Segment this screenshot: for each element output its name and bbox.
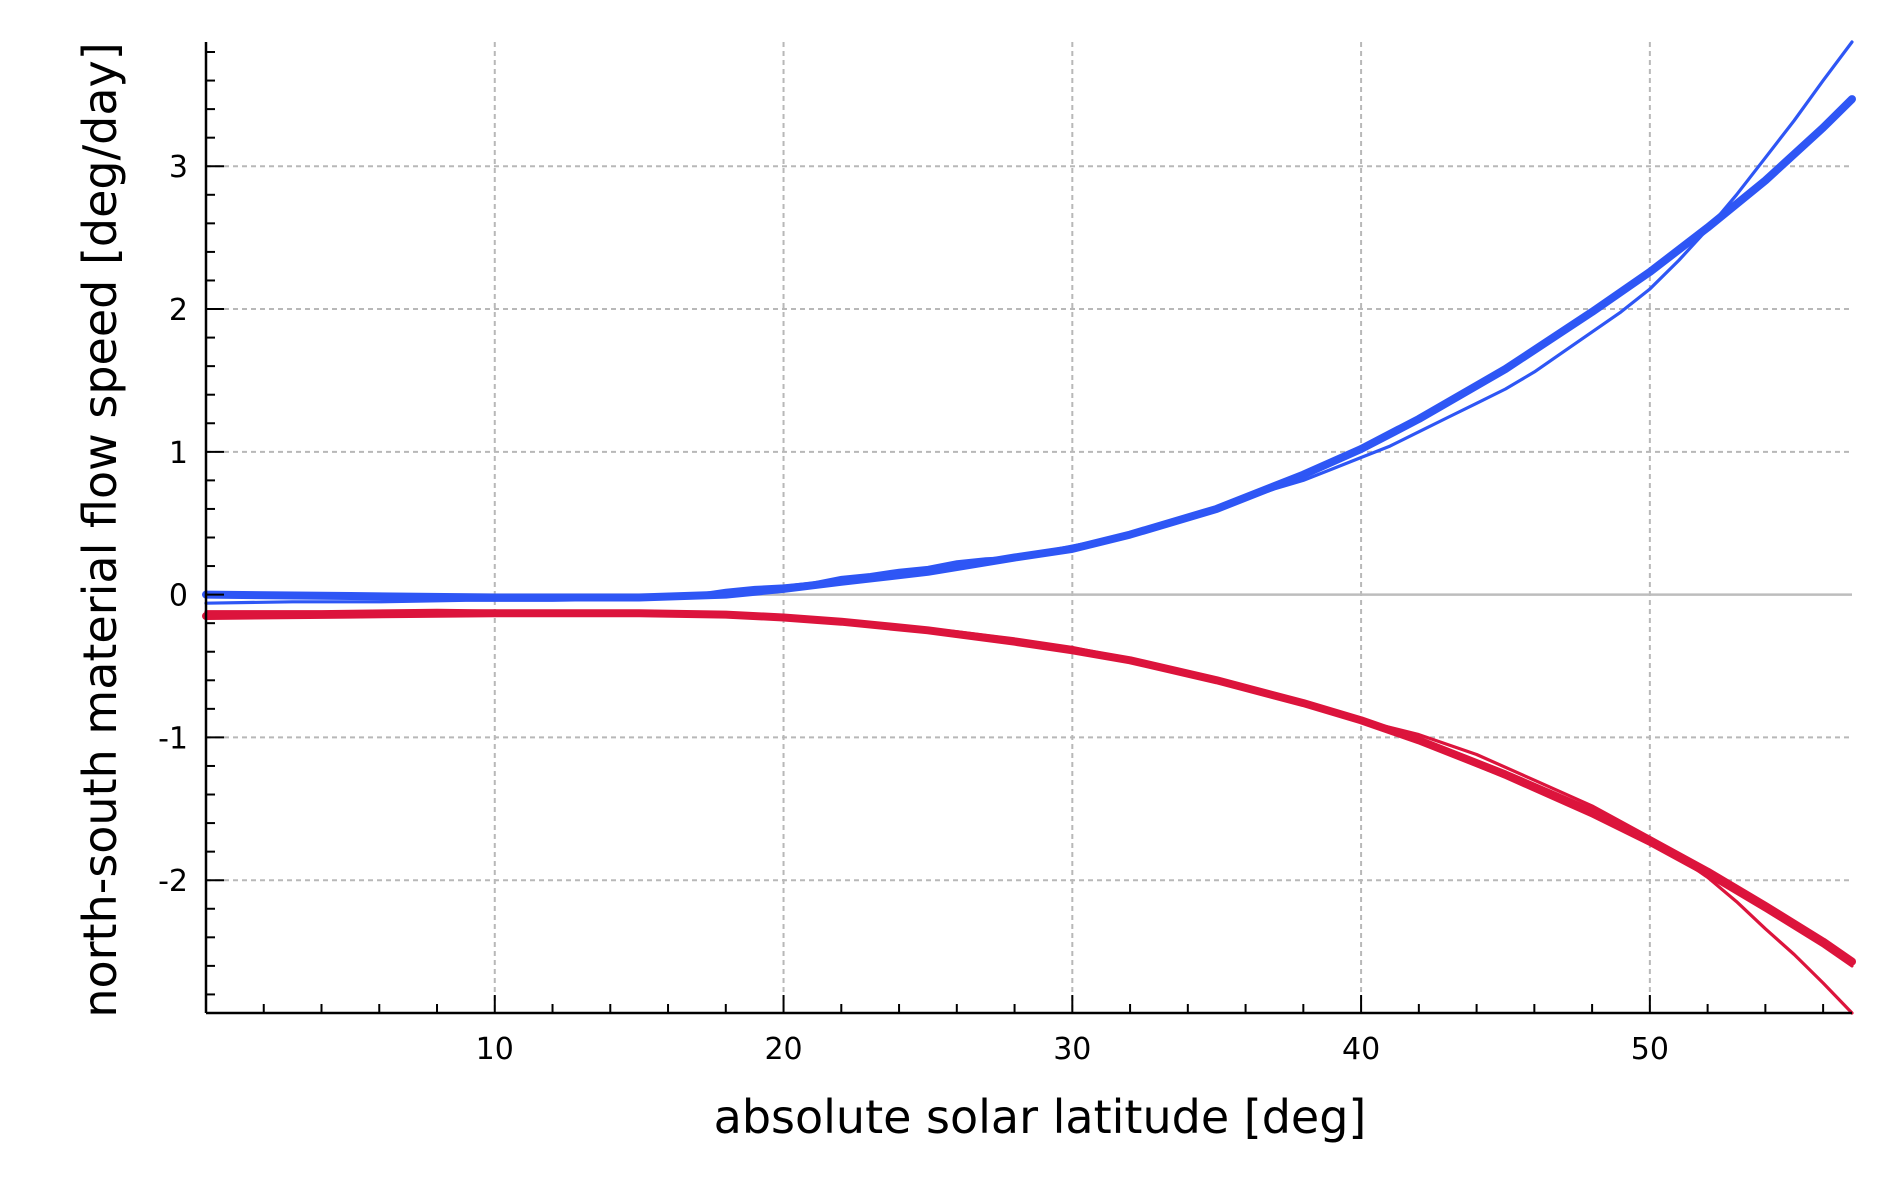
- y-tick-label-3: 3: [169, 150, 188, 185]
- series-line-5: [204, 610, 1854, 968]
- tick-labels: 10 20 30 40 50 -2 -1 0 1 2 3: [158, 150, 1669, 1067]
- x-tick-label-10: 10: [476, 1032, 514, 1067]
- y-tick-label-1: 1: [169, 436, 188, 471]
- y-tick-label-0: 0: [169, 579, 188, 614]
- series-lines: [202, 40, 1856, 1015]
- y-tick-label--2: -2: [158, 864, 188, 899]
- x-tick-label-20: 20: [764, 1032, 802, 1067]
- series-line-3: [202, 609, 1856, 966]
- x-tick-label-40: 40: [1342, 1032, 1380, 1067]
- series-line-2: [204, 40, 1854, 605]
- y-tick-label-2: 2: [169, 293, 188, 328]
- x-tick-label-30: 30: [1053, 1032, 1091, 1067]
- y-axis-title: north-south material flow speed [deg/day…: [73, 42, 127, 1017]
- series-line-1: [202, 95, 1856, 602]
- axes: [204, 42, 1852, 1015]
- series-line-4: [204, 608, 1854, 1015]
- grid-lines: [206, 42, 1852, 1013]
- x-axis-title: absolute solar latitude [deg]: [714, 1090, 1367, 1144]
- x-tick-label-50: 50: [1631, 1032, 1669, 1067]
- y-tick-label--1: -1: [158, 721, 188, 756]
